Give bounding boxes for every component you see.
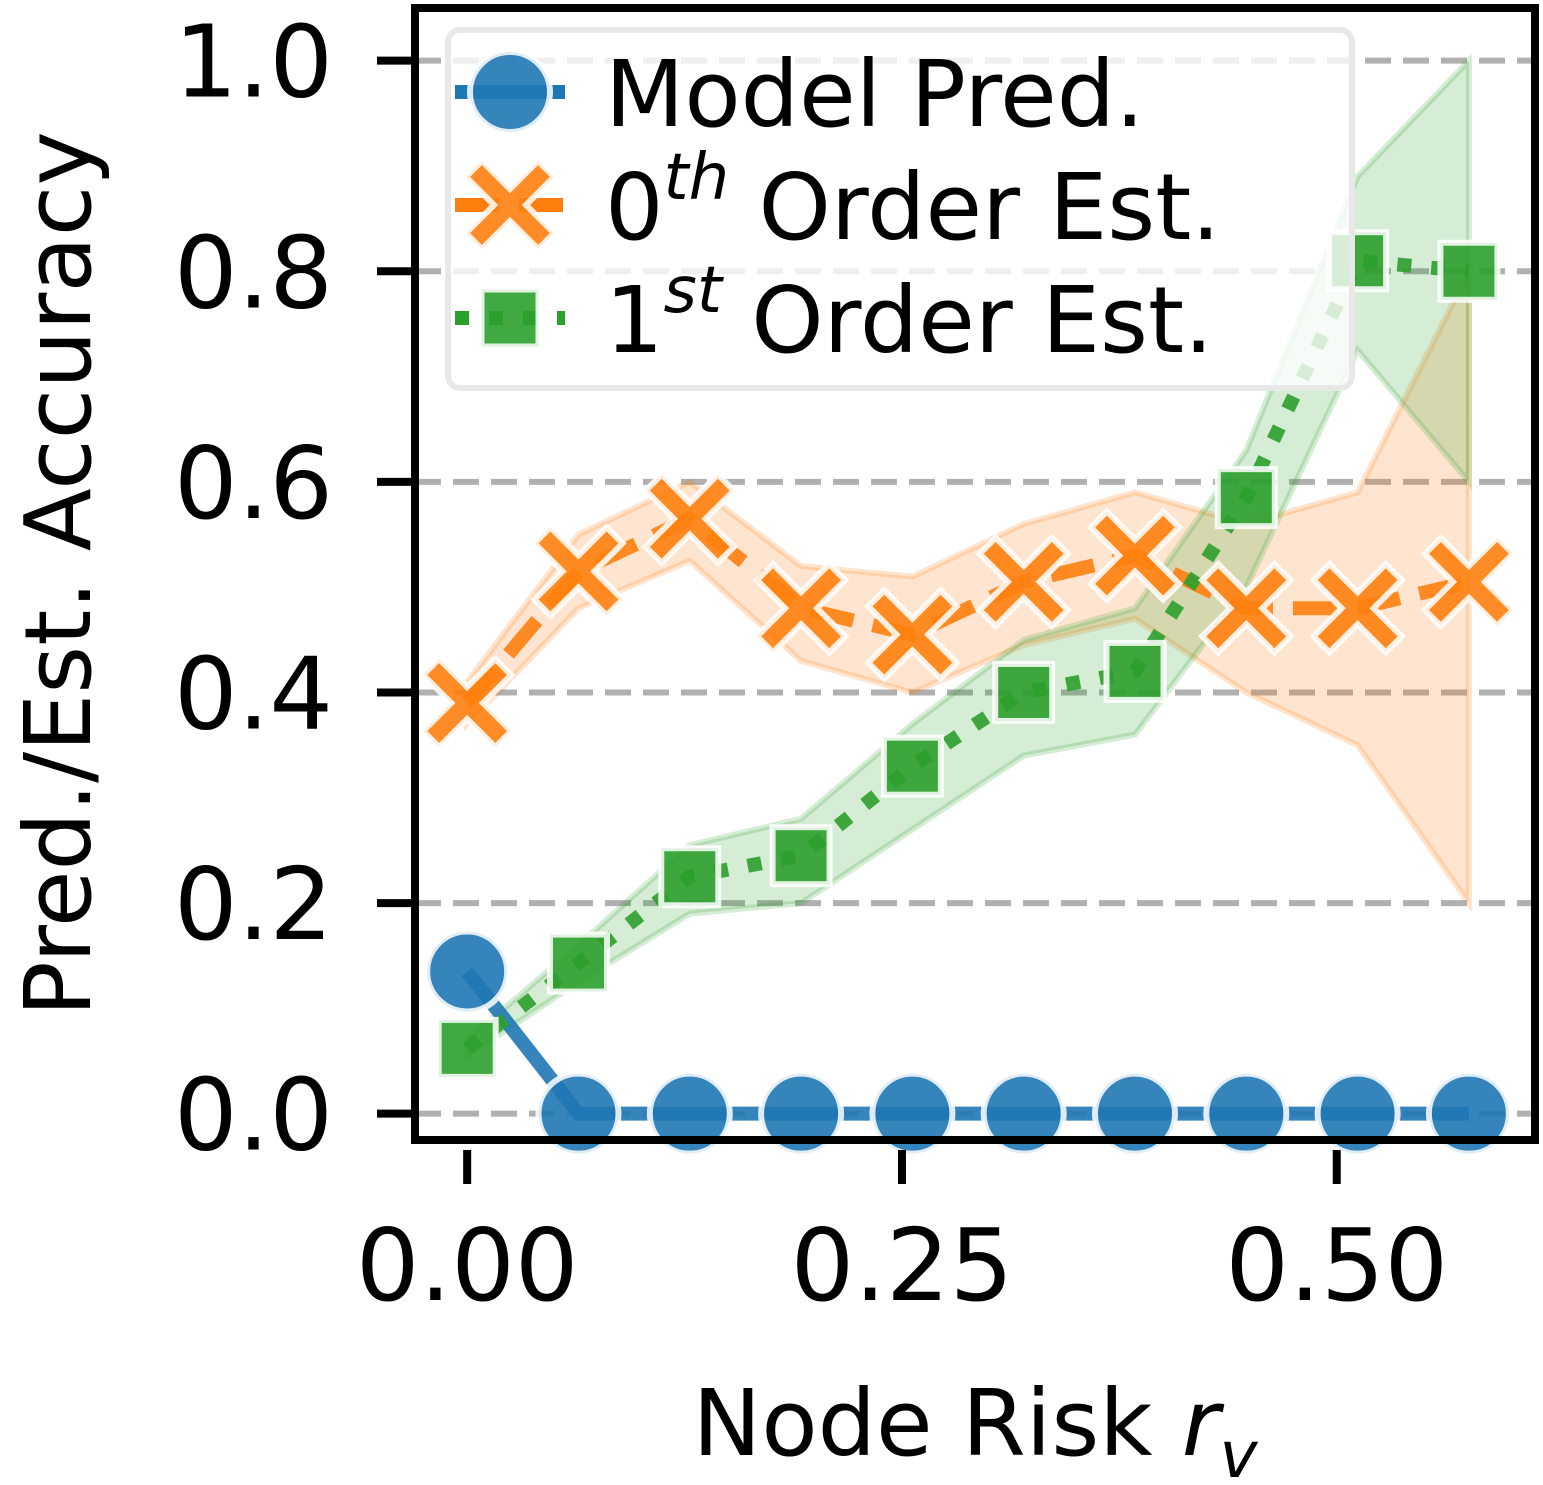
- circle-marker: [646, 1070, 733, 1157]
- data-point: [461, 156, 559, 254]
- series-line: [461, 510, 1471, 708]
- x-marker: [461, 156, 559, 254]
- data-point: [1425, 1070, 1512, 1157]
- x-axis-label-text: Node Risk: [693, 1370, 1154, 1477]
- data-point: [880, 734, 944, 798]
- y-axis-label: Pred./Est. Accuracy: [5, 131, 112, 1017]
- data-point: [658, 845, 722, 909]
- x-tick-label: 0.00: [356, 1207, 579, 1324]
- data-point: [1197, 559, 1295, 657]
- data-point: [530, 523, 627, 620]
- data-point: [435, 1016, 499, 1080]
- x-marker: [1197, 559, 1295, 657]
- plot-frame: [411, 4, 1539, 1144]
- square-marker: [769, 824, 833, 888]
- x-marker: [1086, 507, 1184, 604]
- y-tick-label: 0.8: [174, 214, 333, 331]
- data-point: [980, 1070, 1067, 1157]
- x-tick-label: 0.25: [791, 1207, 1014, 1324]
- x-marker: [1309, 559, 1406, 657]
- y-tick-label: 0.0: [174, 1057, 333, 1174]
- data-point: [992, 660, 1056, 724]
- square-marker: [1437, 239, 1501, 303]
- data-point: [641, 470, 739, 568]
- data-point: [975, 533, 1073, 631]
- square-marker: [435, 1016, 499, 1080]
- circle-marker: [424, 928, 511, 1015]
- circle-marker: [1314, 1070, 1401, 1157]
- data-point: [752, 559, 850, 657]
- data-point: [869, 1070, 956, 1157]
- circle-marker: [535, 1070, 622, 1157]
- x-tick-label: 0.50: [1225, 1207, 1448, 1324]
- x-marker: [975, 533, 1073, 631]
- x-marker: [752, 559, 850, 657]
- y-tick-label: 0.4: [174, 635, 333, 752]
- data-point: [535, 1070, 622, 1157]
- x-marker: [530, 523, 627, 620]
- series-line: [462, 253, 1470, 1054]
- legend-label: 1st Order Est.: [605, 254, 1213, 374]
- x-marker: [864, 586, 961, 683]
- x-marker: [418, 654, 516, 752]
- data-point: [1103, 639, 1167, 703]
- data-point: [1420, 533, 1518, 631]
- legend-label: Model Pred.: [605, 41, 1144, 148]
- x-marker: [1420, 533, 1518, 631]
- square-marker: [992, 660, 1056, 724]
- circle-marker: [467, 49, 553, 135]
- legend-label-superscript: st: [664, 254, 725, 328]
- x-axis-label-sub: v: [1220, 1419, 1259, 1485]
- y-tick-label: 1.0: [174, 4, 333, 121]
- circle-marker: [1092, 1070, 1178, 1157]
- legend-label-text: Order Est.: [729, 154, 1220, 261]
- axis-ticks: 0.0 0.2 0.4 0.6 0.8 1.0 0.00 0.25 0.50: [174, 4, 1448, 1324]
- data-point: [646, 1070, 733, 1157]
- legend-label-prefix: 0: [605, 154, 664, 261]
- data-point: [478, 286, 542, 350]
- square-marker: [1103, 639, 1167, 703]
- legend-box: [445, 27, 1355, 391]
- series-line: [461, 967, 1469, 1121]
- data-point: [769, 824, 833, 888]
- data-point: [424, 928, 511, 1015]
- y-tick-label: 0.2: [174, 846, 333, 963]
- data-point: [418, 654, 516, 752]
- data-point: [1203, 1070, 1290, 1157]
- data-point: [864, 586, 961, 683]
- legend-label-text: Order Est.: [722, 267, 1213, 374]
- legend-label-superscript: th: [664, 141, 730, 215]
- legend-items: Model Pred.0th Order Est.1st Order Est.: [455, 41, 1221, 374]
- data-point: [1437, 239, 1501, 303]
- data-point: [1309, 559, 1406, 657]
- circle-marker: [758, 1070, 845, 1157]
- square-marker: [546, 931, 610, 995]
- series-lines: [461, 253, 1471, 1121]
- series-markers: [418, 229, 1518, 1157]
- square-marker: [478, 286, 542, 350]
- x-axis-label-var: r: [1182, 1370, 1225, 1477]
- square-marker: [1214, 466, 1278, 530]
- data-point: [1092, 1070, 1178, 1157]
- legend-label-prefix: 1: [605, 267, 664, 374]
- y-tick-label: 0.6: [174, 425, 333, 542]
- data-point: [758, 1070, 845, 1157]
- circle-marker: [1425, 1070, 1512, 1157]
- x-marker: [641, 470, 739, 568]
- data-point: [1314, 1070, 1401, 1157]
- data-point: [467, 49, 553, 135]
- legend: Model Pred.0th Order Est.1st Order Est.: [445, 27, 1355, 391]
- legend-label: 0th Order Est.: [605, 141, 1221, 261]
- circle-marker: [1203, 1070, 1290, 1157]
- circle-marker: [869, 1070, 956, 1157]
- square-marker: [658, 845, 722, 909]
- data-point: [546, 931, 610, 995]
- square-marker: [880, 734, 944, 798]
- x-axis-label: Node Risk rv: [693, 1370, 1259, 1485]
- data-point: [1086, 507, 1184, 604]
- circle-marker: [980, 1070, 1067, 1157]
- data-point: [1214, 466, 1278, 530]
